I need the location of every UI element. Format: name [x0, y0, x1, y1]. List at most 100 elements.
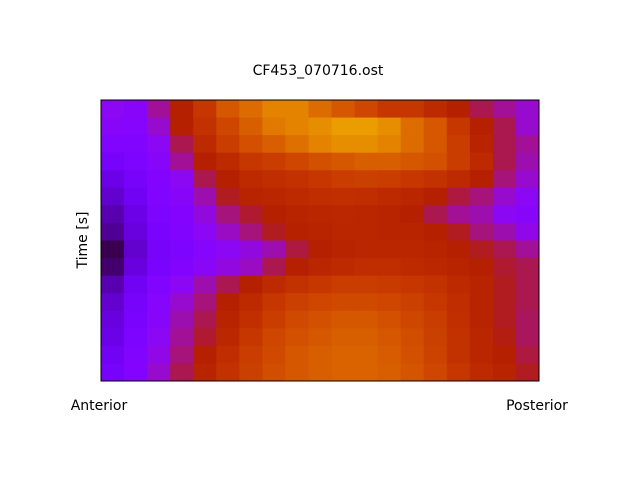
- heatmap-cell: [285, 293, 309, 312]
- heatmap-cell: [124, 222, 148, 241]
- heatmap-cell: [308, 240, 333, 259]
- heatmap-cell: [124, 170, 148, 189]
- heatmap-cell: [170, 345, 194, 364]
- heatmap-cell: [170, 258, 194, 277]
- heatmap-cell: [193, 345, 217, 364]
- heatmap-cell: [285, 152, 309, 171]
- heatmap-cell: [354, 258, 379, 277]
- heatmap-cell: [331, 205, 356, 224]
- heatmap-cell: [331, 100, 356, 119]
- heatmap-cell: [101, 240, 125, 259]
- heatmap-cell: [469, 328, 494, 347]
- heatmap-cell: [400, 310, 425, 329]
- heatmap-cell: [354, 222, 379, 241]
- heatmap-cell: [515, 310, 540, 329]
- heatmap-cell: [446, 310, 471, 329]
- x-end-label: Anterior: [71, 398, 128, 414]
- heatmap-cell: [308, 117, 333, 136]
- heatmap-cell: [492, 258, 517, 277]
- heatmap-cell: [492, 100, 517, 119]
- heatmap-cell: [262, 187, 286, 206]
- heatmap-cell: [193, 363, 217, 382]
- heatmap-cell: [101, 205, 125, 224]
- heatmap-cell: [423, 258, 448, 277]
- heatmap-cell: [469, 363, 494, 382]
- heatmap-cell: [147, 170, 171, 189]
- heatmap-cell: [239, 345, 263, 364]
- heatmap-cell: [239, 363, 263, 382]
- heatmap-cell: [308, 345, 333, 364]
- heatmap-cell: [400, 222, 425, 241]
- heatmap-cell: [262, 258, 286, 277]
- heatmap-cell: [147, 100, 171, 119]
- heatmap-cell: [354, 205, 379, 224]
- heatmap-cell: [285, 363, 309, 382]
- heatmap-cell: [285, 135, 309, 154]
- heatmap-cell: [101, 152, 125, 171]
- heatmap-cell: [170, 117, 194, 136]
- heatmap-cell: [216, 100, 240, 119]
- heatmap-cell: [285, 240, 309, 259]
- heatmap-cell: [193, 100, 217, 119]
- heatmap-cell: [262, 363, 286, 382]
- heatmap-cell: [308, 293, 333, 312]
- heatmap-cell: [285, 205, 309, 224]
- heatmap-cell: [515, 135, 540, 154]
- heatmap-cell: [124, 310, 148, 329]
- heatmap-cell: [469, 152, 494, 171]
- heatmap-cell: [285, 310, 309, 329]
- heatmap-cell: [285, 275, 309, 294]
- heatmap-cell: [377, 170, 402, 189]
- heatmap-cell: [170, 240, 194, 259]
- heatmap-cell: [239, 100, 263, 119]
- heatmap-cell: [377, 222, 402, 241]
- heatmap-cell: [170, 170, 194, 189]
- heatmap-cell: [400, 328, 425, 347]
- heatmap-cell: [124, 328, 148, 347]
- heatmap-cell: [124, 205, 148, 224]
- heatmap-cell: [216, 152, 240, 171]
- heatmap-cell: [331, 240, 356, 259]
- heatmap-cell: [331, 293, 356, 312]
- heatmap-cell: [262, 345, 286, 364]
- heatmap-cell: [331, 117, 356, 136]
- heatmap-cell: [377, 363, 402, 382]
- heatmap-cell: [147, 345, 171, 364]
- heatmap-cell: [308, 100, 333, 119]
- heatmap-cell: [285, 117, 309, 136]
- heatmap-cell: [239, 258, 263, 277]
- heatmap-cell: [331, 345, 356, 364]
- heatmap-cell: [170, 328, 194, 347]
- heatmap-cell: [446, 187, 471, 206]
- heatmap-cell: [354, 117, 379, 136]
- heatmap-cell: [423, 240, 448, 259]
- heatmap-cell: [124, 363, 148, 382]
- heatmap-cell: [216, 187, 240, 206]
- heatmap-cell: [492, 205, 517, 224]
- heatmap-cell: [446, 100, 471, 119]
- heatmap-cell: [147, 363, 171, 382]
- heatmap-cell: [101, 187, 125, 206]
- heatmap-cell: [239, 328, 263, 347]
- heatmap-cell: [216, 328, 240, 347]
- heatmap-cell: [423, 152, 448, 171]
- y-axis-label: Time [s]: [75, 212, 91, 270]
- heatmap-cell: [354, 345, 379, 364]
- heatmap-cell: [101, 293, 125, 312]
- heatmap-cell: [400, 240, 425, 259]
- heatmap-cell: [469, 310, 494, 329]
- heatmap-cell: [193, 135, 217, 154]
- heatmap-cell: [193, 328, 217, 347]
- heatmap-cell: [308, 328, 333, 347]
- heatmap-cell: [446, 293, 471, 312]
- heatmap-cell: [492, 345, 517, 364]
- heatmap-cell: [285, 100, 309, 119]
- heatmap-cell: [423, 328, 448, 347]
- heatmap-cell: [492, 187, 517, 206]
- heatmap-cell: [331, 222, 356, 241]
- heatmap-cell: [515, 152, 540, 171]
- heatmap-cell: [515, 100, 540, 119]
- heatmap-cell: [331, 135, 356, 154]
- heatmap-cell: [147, 117, 171, 136]
- heatmap-cell: [354, 152, 379, 171]
